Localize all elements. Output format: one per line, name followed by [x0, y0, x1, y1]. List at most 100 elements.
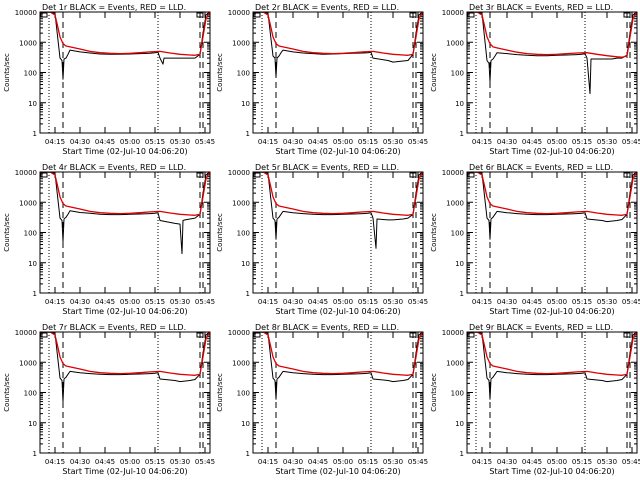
y-axis-label: Counts/sec [216, 53, 224, 92]
lld-series-line [40, 12, 210, 56]
panel-title: Det 1r BLACK = Events, RED = LLD. [42, 3, 186, 12]
series-group [253, 332, 423, 400]
lld-series-line [40, 172, 210, 216]
x-tick-label: 05:00 [333, 138, 353, 146]
y-tick-label: 10 [455, 420, 464, 428]
x-tick-label: 04:30 [70, 458, 90, 466]
y-tick-label: 1000 [19, 199, 37, 207]
x-tick-label: 05:30 [597, 298, 617, 306]
lld-series-line [467, 12, 637, 58]
y-tick-label: 1 [33, 290, 37, 298]
y-tick-label: 100 [24, 230, 37, 238]
x-tick-label: 05:30 [383, 458, 403, 466]
x-tick-label: 04:45 [95, 138, 115, 146]
x-tick-label: 05:45 [408, 298, 428, 306]
corner-marker [467, 172, 475, 178]
x-tick-label: 04:45 [522, 298, 542, 306]
y-tick-label: 1000 [446, 359, 464, 367]
lld-series-line [253, 172, 423, 216]
y-tick-label: 10 [455, 260, 464, 268]
y-tick-label: 100 [451, 70, 464, 78]
events-series-line [253, 12, 423, 78]
panel-title: Det 3r BLACK = Events, RED = LLD. [469, 3, 613, 12]
panel-title: Det 2r BLACK = Events, RED = LLD. [255, 3, 399, 12]
x-tick-label: 04:30 [497, 298, 517, 306]
panel-det-9: Det 9r BLACK = Events, RED = LLD. Counts/… [430, 323, 640, 476]
y-tick-label: 100 [237, 390, 250, 398]
corner-marker [196, 172, 204, 178]
x-tick-label: 05:15 [358, 458, 378, 466]
events-series-line [253, 332, 423, 400]
panel-title: Det 8r BLACK = Events, RED = LLD. [255, 323, 399, 332]
y-axis-label: Counts/sec [430, 213, 438, 252]
y-tick-label: 100 [237, 70, 250, 78]
x-tick-label: 04:30 [283, 138, 303, 146]
y-tick-label: 10 [28, 420, 37, 428]
y-tick-label: 100 [24, 390, 37, 398]
y-tick-label: 1000 [446, 39, 464, 47]
series-group [467, 12, 637, 95]
x-tick-label: 04:15 [472, 458, 492, 466]
corner-marker [253, 12, 261, 18]
corner-marker [409, 332, 417, 338]
x-tick-label: 05:00 [547, 298, 567, 306]
x-axis-label: Start Time (02-Jul-10 04:06:20) [489, 307, 614, 316]
x-tick-label: 05:30 [170, 298, 190, 306]
panel-title: Det 4r BLACK = Events, RED = LLD. [42, 163, 186, 172]
series-group [40, 12, 210, 80]
x-tick-label: 04:30 [497, 138, 517, 146]
y-tick-label: 10000 [228, 9, 250, 17]
y-tick-label: 1 [460, 450, 464, 458]
events-series-line [40, 172, 210, 255]
x-tick-label: 05:45 [622, 138, 640, 146]
x-tick-label: 05:30 [170, 458, 190, 466]
series-group [40, 332, 210, 403]
plot-frame [252, 11, 424, 134]
corner-marker [409, 172, 417, 178]
y-axis-label: Counts/sec [216, 213, 224, 252]
x-tick-label: 05:15 [358, 298, 378, 306]
corner-marker [623, 332, 631, 338]
y-tick-label: 10 [28, 260, 37, 268]
x-tick-label: 05:30 [383, 298, 403, 306]
x-tick-label: 04:15 [258, 458, 278, 466]
y-tick-label: 1000 [232, 199, 250, 207]
lld-series-line [467, 172, 637, 216]
plot-frame [39, 331, 211, 454]
x-tick-label: 04:30 [497, 458, 517, 466]
x-tick-label: 04:45 [308, 138, 328, 146]
x-tick-label: 05:30 [383, 138, 403, 146]
x-tick-label: 04:15 [472, 138, 492, 146]
y-tick-label: 10000 [15, 329, 37, 337]
panel-det-3: Det 3r BLACK = Events, RED = LLD. Counts/… [430, 3, 640, 156]
x-tick-label: 04:45 [522, 458, 542, 466]
y-tick-label: 100 [24, 70, 37, 78]
y-tick-label: 1 [33, 130, 37, 138]
y-tick-label: 10000 [442, 329, 464, 337]
x-axis-label: Start Time (02-Jul-10 04:06:20) [275, 467, 400, 476]
events-series-line [253, 172, 423, 249]
events-series-line [467, 12, 637, 95]
corner-marker [623, 172, 631, 178]
plot-frame [466, 11, 638, 134]
y-tick-label: 1000 [232, 359, 250, 367]
y-tick-label: 1 [460, 130, 464, 138]
x-tick-label: 05:15 [145, 458, 165, 466]
y-tick-label: 1 [33, 450, 37, 458]
x-tick-label: 05:45 [408, 458, 428, 466]
events-series-line [40, 332, 210, 403]
corner-marker [253, 332, 261, 338]
y-tick-label: 10000 [442, 169, 464, 177]
y-tick-label: 10000 [442, 9, 464, 17]
x-tick-label: 05:45 [622, 458, 640, 466]
x-tick-label: 04:45 [522, 138, 542, 146]
y-tick-label: 100 [451, 390, 464, 398]
x-tick-label: 05:45 [195, 138, 215, 146]
x-tick-label: 05:15 [145, 138, 165, 146]
x-tick-label: 05:00 [547, 458, 567, 466]
lld-series-line [253, 332, 423, 376]
panel-det-7: Det 7r BLACK = Events, RED = LLD. Counts/… [3, 323, 215, 476]
x-tick-label: 05:45 [195, 458, 215, 466]
corner-marker [253, 172, 261, 178]
